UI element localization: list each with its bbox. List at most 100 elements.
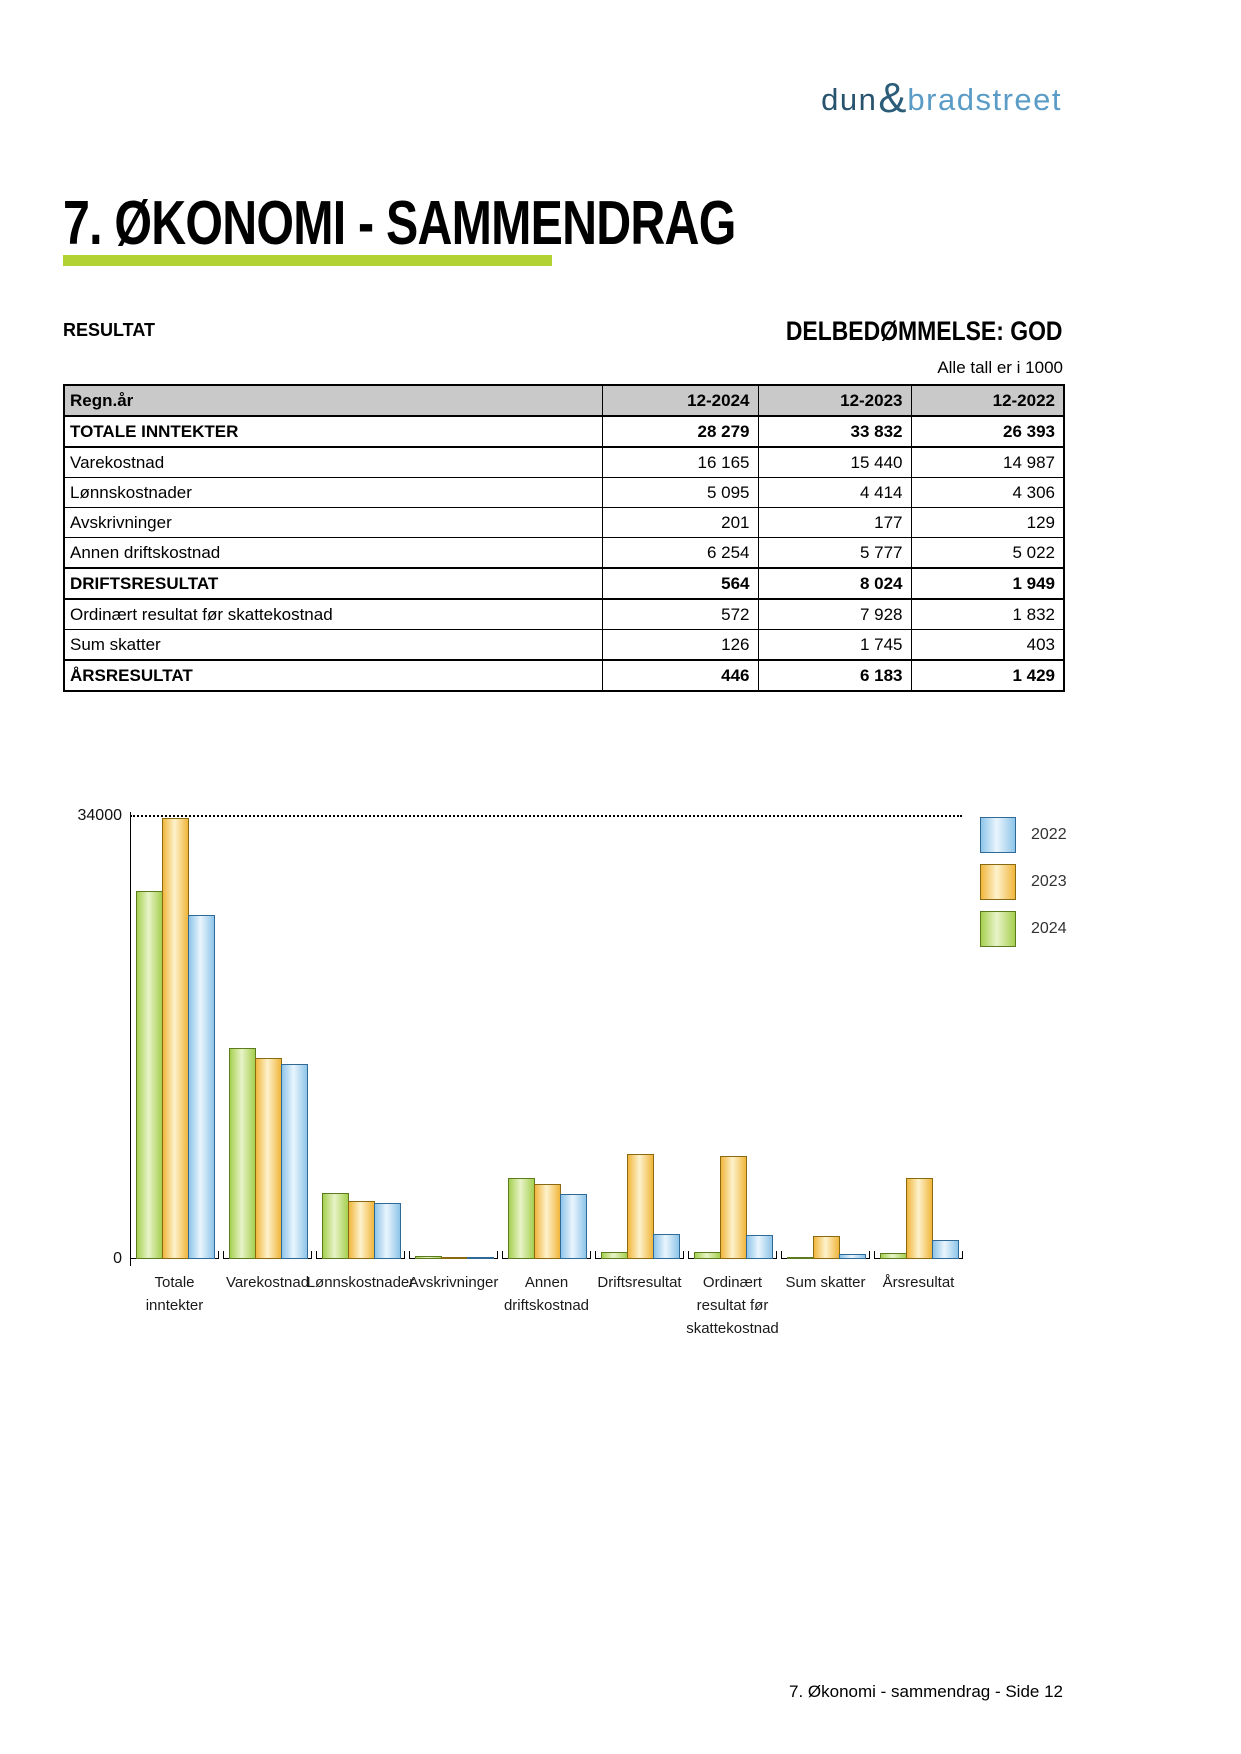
plot-area (130, 816, 970, 1259)
bar-2024 (787, 1257, 814, 1259)
category-label: Totale inntekter (108, 1271, 241, 1317)
page-footer: 7. Økonomi - sammendrag - Side 12 (788, 1682, 1063, 1701)
row-value: 5 022 (910, 537, 1065, 569)
legend-item-2022: 2022 (980, 817, 1067, 853)
section-label: RESULTAT (63, 320, 155, 340)
bar-2023 (255, 1058, 282, 1259)
bar-2024 (322, 1193, 349, 1259)
page-title: 7. ØKONOMI - SAMMENDRAG (63, 189, 736, 258)
legend-label: 2023 (1031, 873, 1067, 890)
legend-swatch-2023 (980, 864, 1016, 900)
category-label-line: Annen (524, 1274, 569, 1291)
table-row: Ordinært resultat før skattekostnad 572 7 … (63, 598, 1065, 630)
row-value: 564 (601, 567, 759, 600)
bar-2024 (415, 1256, 442, 1259)
gridline-34000 (130, 815, 962, 817)
bar-chart: Totale inntekter Varekostnad Lønnskostnader… (130, 810, 1130, 1410)
row-label-header: Regn.år (63, 384, 603, 417)
row-label: Sum skatter (63, 629, 603, 661)
bar-2022 (188, 915, 215, 1259)
legend-swatch-2024 (980, 911, 1016, 947)
bar-group (502, 816, 591, 1259)
row-value: 28 279 (601, 415, 759, 448)
bar-2024 (136, 891, 163, 1259)
y-axis-tick-max: 34000 (77, 807, 123, 824)
row-label: ÅRSRESULTAT (63, 659, 603, 692)
row-value: 16 165 (601, 446, 759, 478)
category-label-line: Avskrivninger (408, 1274, 499, 1291)
bar-2022 (560, 1194, 587, 1259)
bar-2024 (229, 1048, 256, 1259)
row-value: 201 (601, 507, 759, 538)
bar-2022 (374, 1203, 401, 1259)
table-row: Sum skatter 126 1 745 403 (63, 629, 1065, 661)
category-label-line: inntekter (145, 1297, 204, 1314)
bar-2023 (906, 1178, 933, 1259)
row-value: 5 095 (601, 477, 759, 508)
legend-item-2024: 2024 (980, 911, 1067, 947)
bar-group (874, 816, 963, 1259)
row-value: 8 024 (757, 567, 912, 600)
bar-group (595, 816, 684, 1259)
assessment-text: DELBEDØMMELSE: GOD (786, 316, 1063, 346)
category-label: Lønnskostnader (294, 1271, 427, 1294)
logo-text-dun: dun (821, 82, 878, 117)
bar-group (688, 816, 777, 1259)
category-label-line: resultat før (696, 1297, 769, 1314)
category-label-line: Lønnskostnader (306, 1274, 415, 1291)
row-value: 5 777 (757, 537, 912, 569)
bar-2022 (839, 1254, 866, 1259)
bar-2023 (627, 1154, 654, 1259)
title-accent-rule (63, 255, 552, 266)
bar-group (130, 816, 219, 1259)
row-value: 7 928 (757, 598, 912, 630)
bar-2022 (746, 1235, 773, 1259)
row-value: 403 (910, 629, 1065, 661)
table-row: Lønnskostnader 5 095 4 414 4 306 (63, 477, 1065, 508)
category-label-line: skattekostnad (686, 1320, 779, 1337)
table-row: DRIFTSRESULTAT 564 8 024 1 949 (63, 567, 1065, 600)
chart-legend: 2022 2023 2024 (980, 817, 1067, 958)
bar-2023 (534, 1184, 561, 1259)
results-table: Regn.år 12-2024 12-2023 12-2022 TOTALE INNT… (63, 384, 1065, 692)
category-label: Avskrivninger (387, 1271, 520, 1294)
table-header-row: Regn.år 12-2024 12-2023 12-2022 (63, 384, 1065, 417)
column-header: 12-2023 (757, 384, 912, 417)
row-value: 6 254 (601, 537, 759, 569)
row-value: 446 (601, 659, 759, 692)
row-value: 1 745 (757, 629, 912, 661)
column-header: 12-2022 (910, 384, 1065, 417)
category-label-line: Varekostnad (225, 1274, 310, 1291)
row-label: Varekostnad (63, 446, 603, 478)
table-row: Varekostnad 16 165 15 440 14 987 (63, 446, 1065, 478)
bar-2023 (720, 1156, 747, 1259)
bar-2023 (813, 1236, 840, 1259)
bar-group (316, 816, 405, 1259)
ampersand-icon: & (878, 74, 907, 121)
column-header: 12-2024 (601, 384, 759, 417)
bar-2023 (162, 818, 189, 1259)
category-label: Ordinært resultat før skattekostnad (666, 1271, 799, 1340)
row-value: 129 (910, 507, 1065, 538)
bar-2024 (694, 1252, 721, 1259)
category-label: Varekostnad (201, 1271, 334, 1294)
bar-2023 (441, 1257, 468, 1259)
bar-group (409, 816, 498, 1259)
table-row: Annen driftskostnad 6 254 5 777 5 022 (63, 537, 1065, 569)
units-note: Alle tall er i 1000 (937, 358, 1063, 377)
row-label: Avskrivninger (63, 507, 603, 538)
row-value: 6 183 (757, 659, 912, 692)
y-axis-tick-min: 0 (113, 1250, 122, 1267)
row-value: 1 949 (910, 567, 1065, 600)
bar-2022 (653, 1234, 680, 1259)
legend-item-2023: 2023 (980, 864, 1067, 900)
row-label: DRIFTSRESULTAT (63, 567, 603, 600)
row-value: 33 832 (757, 415, 912, 448)
dun-bradstreet-logo: dun & bradstreet (821, 72, 1062, 121)
table-row: ÅRSRESULTAT 446 6 183 1 429 (63, 659, 1065, 692)
category-label-line: Årsresultat (882, 1274, 955, 1291)
table-row: TOTALE INNTEKTER 28 279 33 832 26 393 (63, 415, 1065, 448)
bar-2023 (348, 1201, 375, 1259)
bar-2022 (932, 1240, 959, 1259)
